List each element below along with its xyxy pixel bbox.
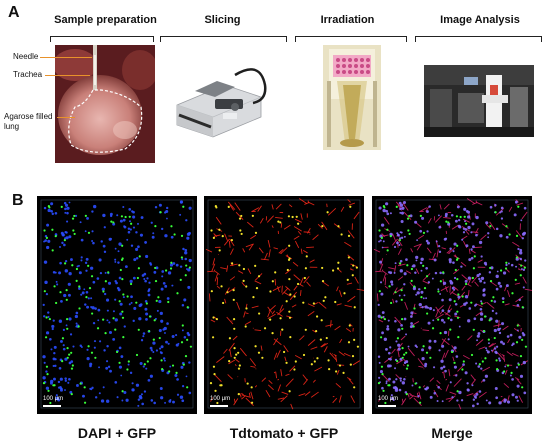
scale-bar-label: 100 μm xyxy=(210,396,231,402)
microscope-photo xyxy=(424,65,534,137)
panel-b-letter: B xyxy=(12,192,24,209)
scale-bar-label: 100 μm xyxy=(43,396,64,402)
caption-dapi-gfp: DAPI + GFP xyxy=(77,425,157,441)
bracket-image-analysis xyxy=(415,36,542,42)
stage-title-image-analysis: Image Analysis xyxy=(440,14,520,26)
bracket-irradiation xyxy=(295,36,407,42)
scale-bar xyxy=(43,405,61,407)
caption-merge: Merge xyxy=(431,425,473,441)
micrograph-merge xyxy=(372,196,532,414)
lung-sample-photo xyxy=(53,45,158,163)
leader-needle xyxy=(40,57,92,58)
panel-a-letter: A xyxy=(8,4,20,21)
scale-bar xyxy=(210,405,228,407)
stage-title-sample-preparation: Sample preparation xyxy=(54,14,157,26)
micrograph-tdtomato-gfp xyxy=(204,196,364,414)
bracket-slicing xyxy=(160,36,287,42)
stage-title-slicing: Slicing xyxy=(204,14,241,26)
label-lung-line1: Agarose filled xyxy=(4,112,53,121)
caption-tdtomato-gfp: Tdtomato + GFP xyxy=(229,425,339,441)
scale-bar-label: 100 μm xyxy=(378,396,399,402)
label-trachea: Trachea xyxy=(13,70,43,79)
label-needle: Needle xyxy=(13,52,39,61)
scale-bar xyxy=(378,405,396,407)
stage-title-irradiation: Irradiation xyxy=(320,14,375,26)
leader-trachea xyxy=(45,75,90,76)
vibratome-illustration xyxy=(165,55,275,150)
leader-lung xyxy=(57,117,75,118)
bracket-sample-preparation xyxy=(50,36,154,42)
irradiation-photo xyxy=(323,45,381,150)
micrograph-dapi-gfp xyxy=(37,196,197,414)
label-lung-line2: lung xyxy=(4,122,20,131)
